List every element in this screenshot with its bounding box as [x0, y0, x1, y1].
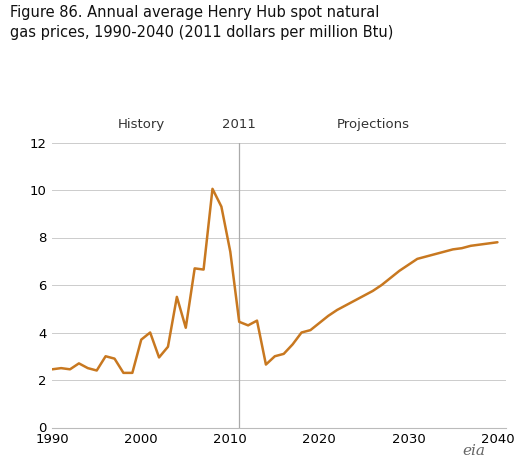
Text: eia: eia: [462, 445, 485, 458]
Text: Projections: Projections: [336, 118, 409, 131]
Text: 2011: 2011: [222, 118, 256, 131]
Text: Figure 86. Annual average Henry Hub spot natural
gas prices, 1990-2040 (2011 dol: Figure 86. Annual average Henry Hub spot…: [10, 5, 394, 39]
Text: History: History: [117, 118, 165, 131]
